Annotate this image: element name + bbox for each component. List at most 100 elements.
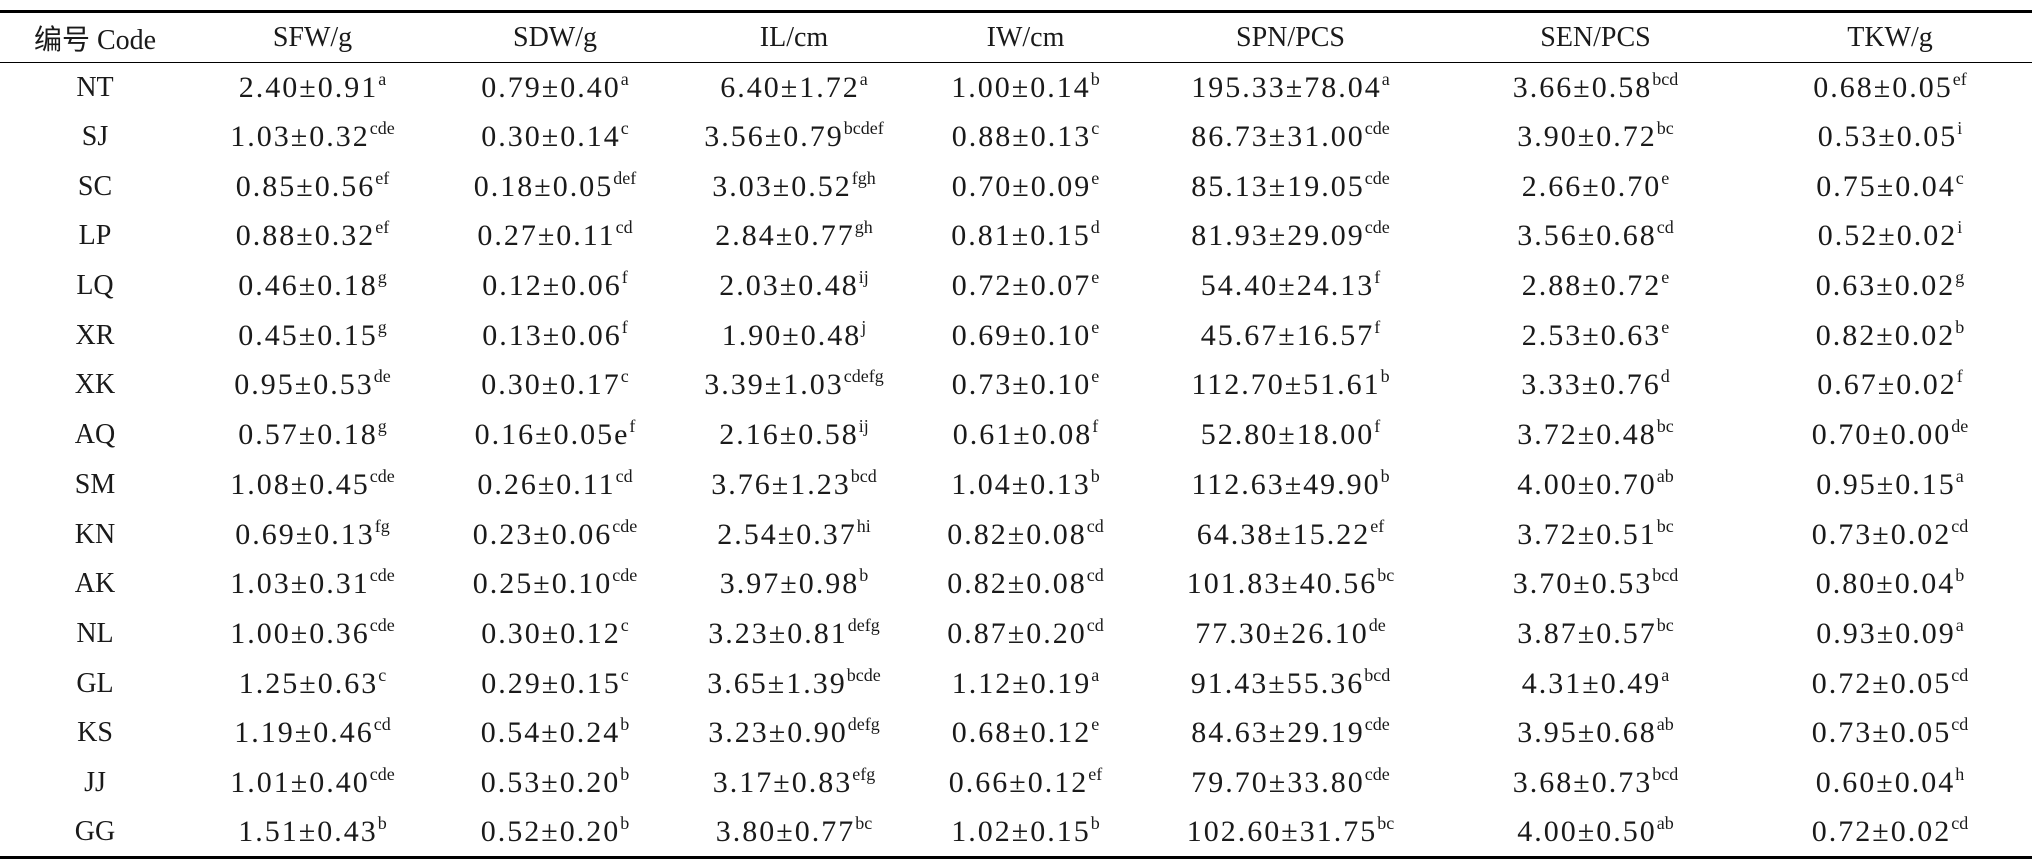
table-cell: 0.70±0.09e	[913, 162, 1138, 212]
cell-significance: efg	[852, 763, 876, 784]
row-code: KS	[77, 717, 113, 749]
cell-significance: ef	[375, 167, 390, 188]
cell-value: 0.23±0.06	[472, 517, 613, 551]
table-cell: 0.46±0.18g	[190, 261, 435, 311]
cell-significance: ef	[1952, 68, 1967, 89]
cell-significance: bcde	[846, 664, 881, 685]
cell-value: 3.72±0.48	[1517, 418, 1657, 452]
cell-value: 0.13±0.06	[482, 318, 622, 352]
row-code: SC	[77, 170, 113, 202]
cell-value: 0.80±0.04	[1815, 567, 1956, 601]
cell-value: 1.00±0.36	[230, 616, 370, 650]
cell-significance: b	[620, 714, 630, 735]
cell-value: 3.65±1.39	[707, 666, 847, 700]
table-cell: 1.12±0.19a	[913, 659, 1138, 709]
cell-value: 3.33±0.76	[1521, 368, 1661, 402]
cell-significance: b	[1955, 316, 1965, 337]
table-cell: 1.90±0.48j	[675, 311, 913, 361]
table-cell: 77.30±26.10de	[1138, 609, 1443, 659]
cell-significance: ef	[375, 217, 390, 238]
table-cell: 0.72±0.02cd	[1748, 807, 2032, 859]
cell-significance: a	[1381, 68, 1390, 89]
cell-significance: cde	[369, 565, 395, 586]
cell-value: 45.67±16.57	[1200, 318, 1375, 352]
cell-value: 64.38±15.22	[1196, 517, 1371, 551]
cell-value: 0.69±0.10	[951, 318, 1092, 352]
cell-value: 0.82±0.02	[1815, 318, 1956, 352]
cell-significance: cd	[1951, 714, 1969, 735]
cell-value: 4.31±0.49	[1521, 666, 1662, 700]
cell-significance: cde	[369, 465, 395, 486]
cell-value: 1.01±0.40	[230, 765, 370, 799]
cell-value: 0.67±0.02	[1817, 368, 1957, 402]
table-cell: 3.17±0.83efg	[675, 758, 913, 808]
table-cell: 195.33±78.04a	[1138, 63, 1443, 113]
cell-significance: cd	[1086, 565, 1104, 586]
cell-value: 0.85±0.56	[235, 169, 376, 203]
cell-significance: c	[620, 118, 629, 139]
cell-significance: cdefg	[843, 366, 884, 387]
cell-significance: g	[377, 416, 387, 437]
cell-value: 0.29±0.15	[481, 666, 621, 700]
cell-value: 84.63±29.19	[1191, 716, 1365, 750]
cell-significance: b	[1380, 465, 1390, 486]
cell-value: 3.03±0.52	[712, 169, 852, 203]
cell-value: 112.63±49.90	[1191, 467, 1381, 501]
cell-value: 0.52±0.02	[1817, 219, 1958, 253]
table-cell: 1.51±0.43b	[190, 807, 435, 859]
table-row: AQ 0.57±0.18g 0.16±0.05ef 2.16±0.58ij 0.61±0…	[0, 410, 2032, 460]
cell-significance: e	[1661, 167, 1670, 188]
header-sdw: SDW/g	[435, 10, 675, 63]
cell-significance: bc	[1656, 515, 1674, 536]
row-code: LP	[78, 220, 112, 252]
cell-significance: cde	[1364, 714, 1390, 735]
table-cell: 1.00±0.14b	[913, 63, 1138, 113]
table-cell: 0.68±0.12e	[913, 708, 1138, 758]
header-tkw: TKW/g	[1748, 10, 2032, 63]
cell-significance: f	[1374, 416, 1381, 437]
cell-value: 3.97±0.98	[719, 567, 860, 601]
table-cell: 0.69±0.10e	[913, 311, 1138, 361]
table-cell: 3.66±0.58bcd	[1443, 63, 1748, 113]
table-cell: 3.65±1.39bcde	[675, 659, 913, 709]
table-cell: 3.39±1.03cdefg	[675, 361, 913, 411]
cell-value: 0.30±0.14	[481, 120, 621, 154]
cell-value: 0.26±0.11	[477, 467, 616, 501]
cell-significance: cde	[1364, 217, 1390, 238]
table-row: JJ 1.01±0.40cde 0.53±0.20b 3.17±0.83efg 0.66…	[0, 758, 2032, 808]
table-cell: 0.30±0.17c	[435, 361, 675, 411]
cell-significance: f	[1374, 267, 1381, 288]
cell-significance: cd	[615, 217, 633, 238]
cell-value: 0.30±0.17	[481, 368, 621, 402]
cell-significance: ab	[1656, 812, 1674, 833]
table-cell: 1.00±0.36cde	[190, 609, 435, 659]
cell-significance: a	[620, 68, 629, 89]
table-cell: 0.67±0.02f	[1748, 361, 2032, 411]
table-cell: 0.73±0.05cd	[1748, 708, 2032, 758]
table-cell: 84.63±29.19cde	[1138, 708, 1443, 758]
cell-value: 0.70±0.00	[1811, 418, 1952, 452]
cell-value: 3.17±0.83	[712, 765, 853, 799]
table-cell: 2.66±0.70e	[1443, 162, 1748, 212]
cell-significance: ef	[1088, 763, 1103, 784]
cell-value: 0.27±0.11	[477, 219, 616, 253]
cell-significance: bc	[1377, 812, 1395, 833]
table-cell: 0.79±0.40a	[435, 63, 675, 113]
cell-significance: a	[378, 68, 387, 89]
cell-value: 3.80±0.77	[715, 814, 856, 848]
cell-significance: bc	[855, 812, 873, 833]
cell-significance: a	[1661, 664, 1670, 685]
table-cell: 3.03±0.52fgh	[675, 162, 913, 212]
cell-value: 0.18±0.05	[473, 169, 614, 203]
cell-value: 195.33±78.04	[1191, 70, 1382, 104]
table-cell: 0.25±0.10cde	[435, 559, 675, 609]
table-cell: 52.80±18.00f	[1138, 410, 1443, 460]
cell-significance: cd	[1086, 515, 1104, 536]
cell-significance: defg	[847, 714, 880, 735]
row-code: KN	[74, 518, 116, 550]
table-cell: 0.52±0.02i	[1748, 212, 2032, 262]
cell-value: 0.68±0.12	[951, 716, 1092, 750]
table-cell: 0.12±0.06f	[435, 261, 675, 311]
cell-value: 3.23±0.90	[708, 716, 848, 750]
cell-significance: c	[620, 614, 629, 635]
